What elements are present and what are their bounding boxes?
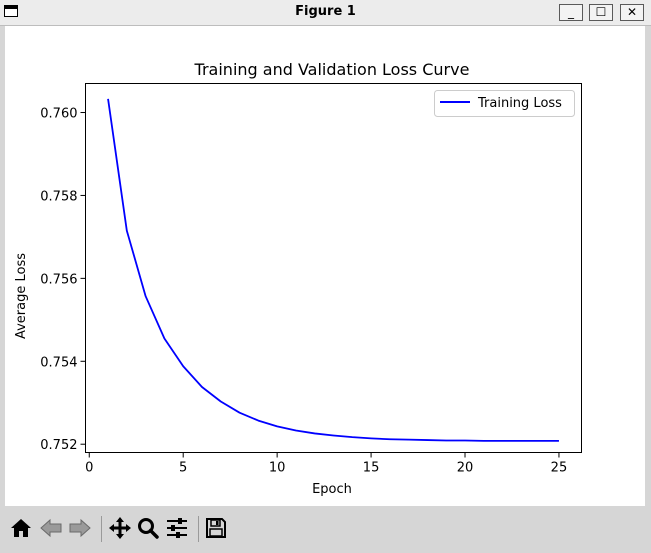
- figure-canvas[interactable]: Training and Validation Loss Curve Avera…: [5, 26, 645, 506]
- x-tick-label: 10: [269, 461, 286, 476]
- x-tick-label: 25: [551, 461, 568, 476]
- x-tick-label: 15: [363, 461, 380, 476]
- plot-area-frame: [85, 83, 582, 453]
- pan-icon: [109, 517, 131, 539]
- toolbar-separator: [101, 516, 102, 542]
- forward-button[interactable]: [68, 516, 92, 540]
- minimize-button[interactable]: _: [559, 4, 583, 21]
- x-tick-label: 0: [85, 461, 93, 476]
- back-button[interactable]: [39, 516, 63, 540]
- configure-subplots-button[interactable]: [165, 516, 189, 540]
- window-title: Figure 1: [295, 4, 356, 19]
- zoom-button[interactable]: [136, 516, 160, 540]
- app-window-icon: [4, 5, 18, 17]
- navigation-toolbar: [0, 506, 651, 553]
- home-button[interactable]: [9, 516, 33, 540]
- y-axis-label: Average Loss: [14, 253, 29, 339]
- x-axis-label: Epoch: [312, 482, 352, 497]
- toolbar-separator: [198, 516, 199, 542]
- close-button[interactable]: ✕: [620, 4, 644, 21]
- chart-title: Training and Validation Loss Curve: [194, 60, 470, 79]
- series-line-training-loss: [107, 98, 559, 442]
- maximize-button[interactable]: ☐: [589, 4, 613, 21]
- y-tick-label: 0.758: [40, 189, 77, 204]
- save-button[interactable]: [204, 516, 228, 540]
- pan-button[interactable]: [108, 516, 132, 540]
- x-tick-label: 5: [179, 461, 187, 476]
- legend: Training Loss: [434, 90, 575, 117]
- zoom-icon: [138, 518, 159, 539]
- legend-label-training-loss: Training Loss: [477, 96, 562, 111]
- x-tick-label: 20: [457, 461, 474, 476]
- back-arrow-icon: [40, 518, 62, 538]
- save-icon: [206, 518, 226, 538]
- line-chart: Training and Validation Loss Curve Avera…: [14, 60, 582, 497]
- window-titlebar: Figure 1 _ ☐ ✕: [0, 0, 651, 26]
- configure-subplots-icon: [167, 518, 187, 538]
- y-tick-label: 0.752: [40, 438, 77, 453]
- y-tick-label: 0.760: [40, 107, 77, 122]
- y-tick-label: 0.754: [40, 355, 77, 370]
- home-icon: [11, 519, 31, 537]
- forward-arrow-icon: [69, 518, 91, 538]
- y-tick-label: 0.756: [40, 272, 77, 287]
